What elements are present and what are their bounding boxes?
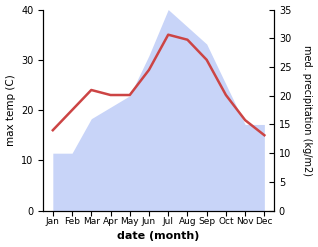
Y-axis label: med. precipitation (kg/m2): med. precipitation (kg/m2) [302,45,313,176]
Y-axis label: max temp (C): max temp (C) [5,74,16,146]
X-axis label: date (month): date (month) [117,231,200,242]
